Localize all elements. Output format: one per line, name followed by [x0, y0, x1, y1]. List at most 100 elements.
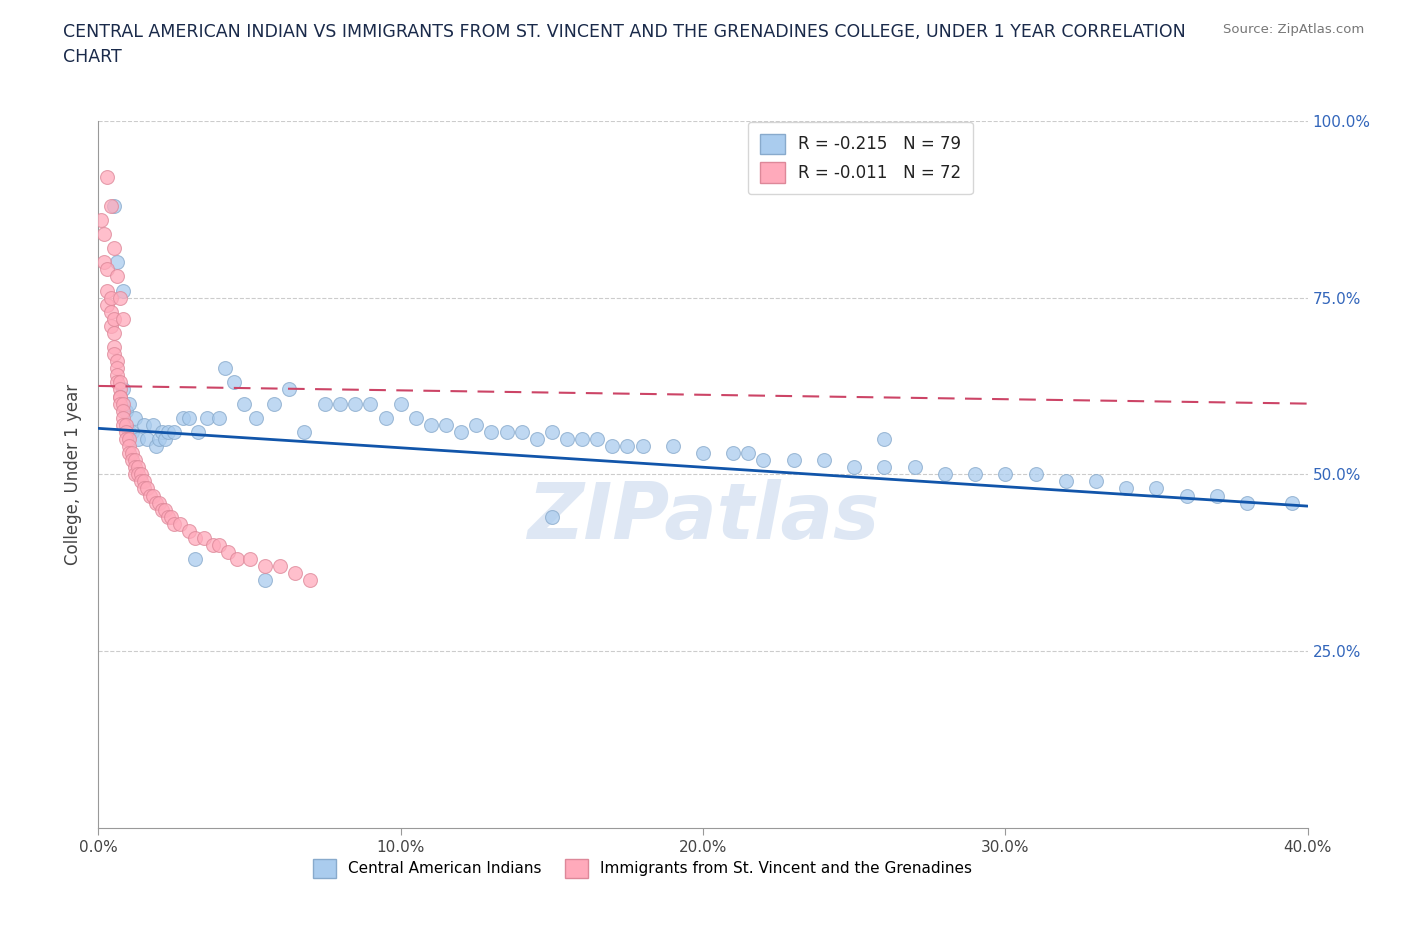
Point — [172, 410, 194, 425]
Point — [142, 418, 165, 432]
Point — [129, 467, 152, 482]
Point — [103, 198, 125, 213]
Point — [108, 389, 131, 404]
Point — [100, 304, 122, 319]
Point — [434, 418, 457, 432]
Point — [965, 467, 987, 482]
Point — [495, 424, 517, 439]
Point — [111, 396, 134, 411]
Point — [132, 474, 155, 489]
Point — [145, 495, 167, 510]
Point — [813, 453, 835, 468]
Point — [124, 453, 146, 468]
Point — [127, 459, 149, 474]
Point — [93, 255, 115, 270]
Point — [277, 382, 299, 397]
Point — [540, 424, 562, 439]
Point — [118, 424, 141, 439]
Point — [163, 516, 186, 531]
Point — [100, 290, 122, 305]
Point — [153, 502, 176, 517]
Point — [108, 290, 131, 305]
Point — [465, 418, 488, 432]
Point — [510, 424, 533, 439]
Point — [187, 424, 209, 439]
Point — [1054, 474, 1077, 489]
Point — [1206, 488, 1229, 503]
Point — [360, 396, 382, 411]
Point — [195, 410, 218, 425]
Point — [100, 198, 122, 213]
Point — [124, 459, 146, 474]
Point — [148, 495, 170, 510]
Point — [783, 453, 806, 468]
Point — [263, 396, 285, 411]
Point — [208, 410, 231, 425]
Point — [752, 453, 775, 468]
Point — [374, 410, 396, 425]
Point — [129, 474, 152, 489]
Point — [844, 459, 866, 474]
Point — [224, 375, 246, 390]
Point — [111, 283, 134, 298]
Point — [299, 573, 322, 588]
Point — [179, 524, 201, 538]
Point — [121, 445, 143, 460]
Point — [1024, 467, 1046, 482]
Legend: Central American Indians, Immigrants from St. Vincent and the Grenadines: Central American Indians, Immigrants fro… — [307, 853, 979, 884]
Point — [723, 445, 745, 460]
Point — [526, 432, 548, 446]
Point — [156, 510, 179, 525]
Text: CENTRAL AMERICAN INDIAN VS IMMIGRANTS FROM ST. VINCENT AND THE GRENADINES COLLEG: CENTRAL AMERICAN INDIAN VS IMMIGRANTS FR… — [63, 23, 1187, 66]
Point — [118, 396, 141, 411]
Point — [1115, 481, 1137, 496]
Point — [1281, 495, 1303, 510]
Point — [105, 361, 128, 376]
Point — [108, 382, 131, 397]
Point — [114, 424, 136, 439]
Point — [96, 170, 118, 185]
Point — [127, 432, 149, 446]
Point — [214, 361, 236, 376]
Point — [108, 396, 131, 411]
Point — [179, 410, 201, 425]
Point — [127, 467, 149, 482]
Point — [269, 559, 291, 574]
Point — [135, 481, 157, 496]
Point — [108, 389, 131, 404]
Point — [284, 565, 307, 580]
Point — [150, 502, 173, 517]
Point — [150, 424, 173, 439]
Point — [96, 262, 118, 277]
Point — [450, 424, 472, 439]
Point — [118, 432, 141, 446]
Point — [108, 375, 131, 390]
Point — [873, 459, 896, 474]
Point — [184, 530, 207, 545]
Point — [169, 516, 191, 531]
Point — [135, 432, 157, 446]
Point — [163, 424, 186, 439]
Point — [245, 410, 267, 425]
Point — [160, 510, 183, 525]
Text: ZIPatlas: ZIPatlas — [527, 479, 879, 554]
Point — [420, 418, 443, 432]
Point — [873, 432, 896, 446]
Point — [121, 424, 143, 439]
Point — [132, 481, 155, 496]
Point — [1085, 474, 1108, 489]
Point — [93, 227, 115, 242]
Point — [586, 432, 609, 446]
Point — [118, 445, 141, 460]
Point — [121, 453, 143, 468]
Point — [602, 439, 624, 454]
Point — [124, 467, 146, 482]
Point — [540, 510, 562, 525]
Point — [1236, 495, 1258, 510]
Point — [111, 404, 134, 418]
Point — [1144, 481, 1167, 496]
Point — [253, 573, 276, 588]
Point — [692, 445, 714, 460]
Point — [96, 283, 118, 298]
Point — [405, 410, 427, 425]
